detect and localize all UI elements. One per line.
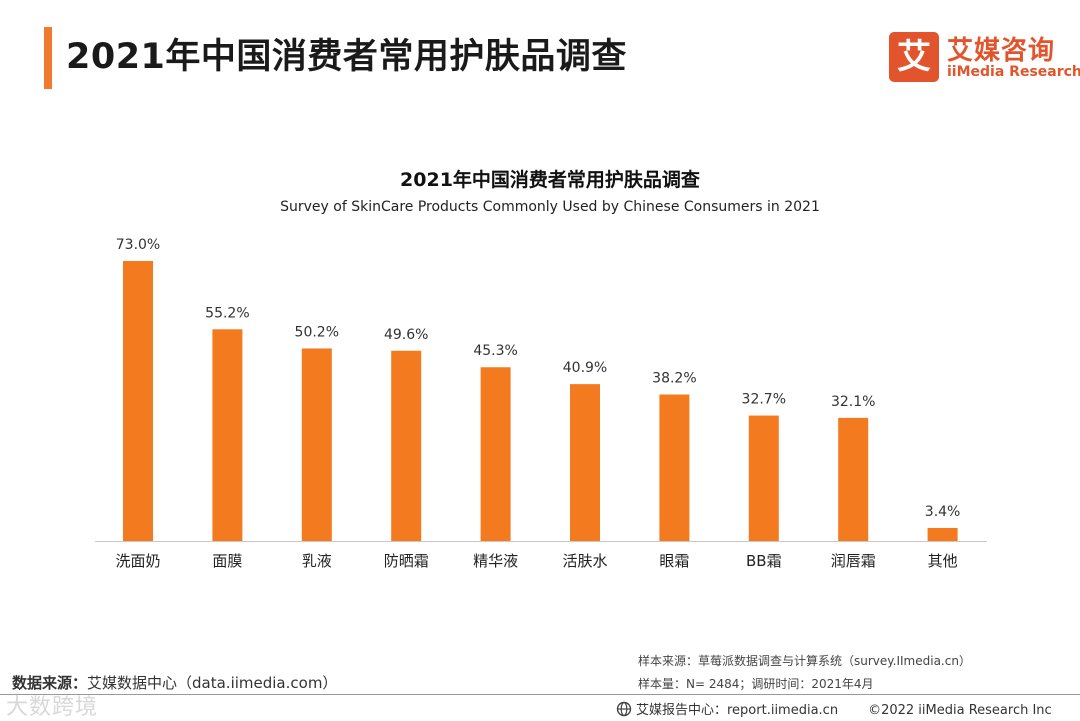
footer-divider [0,694,1080,695]
data-label-0: 73.0% [116,237,160,253]
data-label-7: 32.7% [742,392,786,408]
category-label-2: 乳液 [302,552,332,570]
data-label-9: 3.4% [925,504,961,520]
bar-0 [123,261,153,541]
bar-8 [838,417,869,541]
data-source: 数据来源：艾媒数据中心（data.iimedia.com） [12,672,337,693]
sample-source-note: 样本来源：草莓派数据调查与计算系统（survey.IImedia.cn） [638,654,971,668]
bar-2 [301,348,332,541]
category-label-0: 洗面奶 [115,552,160,570]
category-label-3: 防晒霜 [384,552,429,570]
bar-7 [748,415,779,541]
bar-1 [212,329,243,541]
category-label-8: 润唇霜 [831,552,876,570]
data-source-label: 数据来源： [12,674,88,692]
category-label-9: 其他 [928,552,958,570]
watermark-text: 大数跨境 [6,695,99,720]
chart-title: 2021年中国消费者常用护肤品调查 [400,169,700,191]
brand-logo: 艾 艾媒咨询 iiMedia Research [889,30,1080,86]
bar-6 [659,394,690,541]
bar-3 [391,350,422,541]
footer-copyright: ©2022 iiMedia Research Inc [868,703,1052,718]
category-label-1: 面膜 [212,552,242,570]
category-label-4: 精华液 [473,552,518,570]
category-label-5: 活肤水 [562,552,607,570]
category-label-7: BB霜 [746,552,782,570]
page-title: 2021年中国消费者常用护肤品调查 [66,37,627,77]
globe-icon [616,701,632,717]
bar-9 [927,527,958,541]
data-label-1: 55.2% [205,305,249,321]
category-label-6: 眼霜 [659,552,689,570]
data-label-5: 40.9% [563,360,607,376]
logo-name-cn: 艾媒咨询 [947,36,1056,66]
footer: 艾媒报告中心：report.iimedia.cn ©2022 iiMedia Re… [616,699,1052,718]
sample-size-note: 样本量：N= 2484；调研时间：2021年4月 [638,677,874,691]
data-label-4: 45.3% [473,343,517,359]
bar-4 [480,367,511,541]
title-accent-bar [44,27,52,89]
logo-mark: 艾 [889,32,939,82]
chart-subtitle: Survey of SkinCare Products Commonly Use… [280,199,820,215]
data-label-2: 50.2% [295,324,339,340]
bar-5 [570,384,600,541]
data-label-3: 49.6% [384,327,428,343]
data-label-6: 38.2% [652,370,696,386]
data-label-8: 32.1% [831,394,875,410]
footer-report-center: 艾媒报告中心：report.iimedia.cn [636,703,839,718]
logo-name-en: iiMedia Research [947,64,1080,80]
data-source-text: 艾媒数据中心（data.iimedia.com） [87,674,338,692]
